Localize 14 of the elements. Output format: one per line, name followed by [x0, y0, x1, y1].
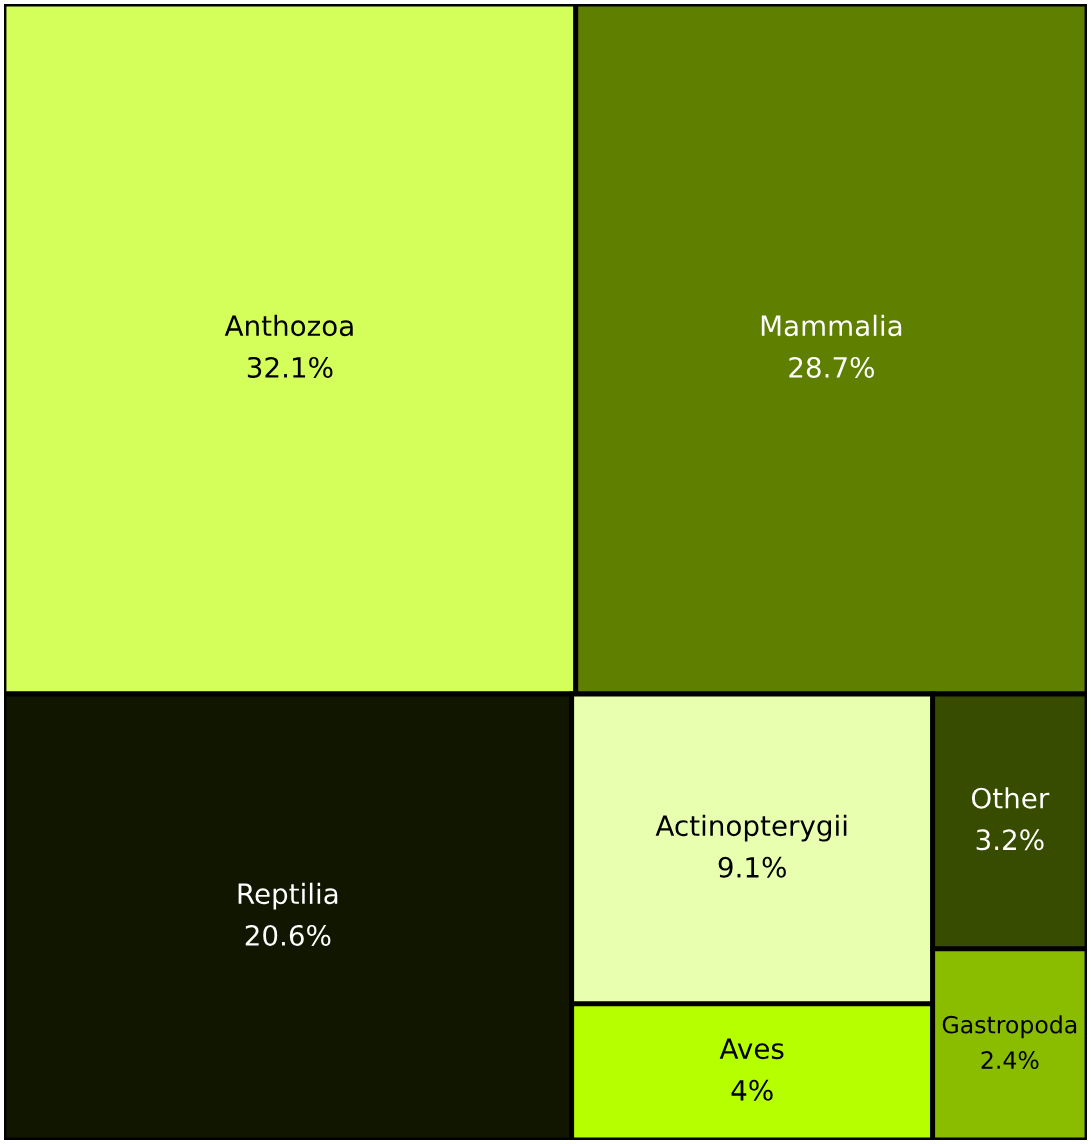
category-label: Actinopterygii — [655, 814, 847, 842]
category-label: Mammalia — [761, 314, 902, 337]
data-label: 32.1% — [247, 356, 333, 378]
data-label: 9.1% — [718, 856, 786, 878]
data-label: 20.6% — [245, 924, 331, 946]
category-label: Other — [971, 787, 1050, 809]
category-label: Aves — [719, 1038, 784, 1060]
data-label: 28.7% — [789, 356, 874, 378]
data-label: 4% — [731, 1079, 773, 1101]
category-label: Anthozoa — [224, 314, 353, 337]
data-label: 3.2% — [976, 829, 1044, 851]
data-label: 2.4% — [981, 1051, 1039, 1069]
category-label: Reptilia — [238, 882, 338, 910]
category-label: Gastropoda — [942, 1015, 1077, 1039]
